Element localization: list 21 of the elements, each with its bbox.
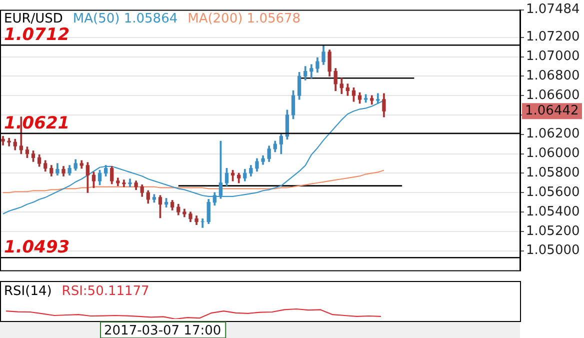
- y-tick-label: 1.06600: [526, 88, 580, 103]
- y-tick-label: 1.06200: [526, 126, 580, 142]
- y-tick-label: 1.07000: [526, 49, 580, 64]
- ref-line-label: 1.0493: [4, 238, 70, 258]
- chart-title: EUR/USD: [4, 12, 63, 27]
- y-tick-label: 1.05000: [526, 243, 580, 258]
- text: MA(50) 1.05864: [72, 12, 178, 27]
- y-tick-label: 1.05600: [526, 184, 580, 200]
- y-tick-label: 1.07200: [526, 30, 580, 45]
- text: 2017-03-07 17:00: [104, 323, 222, 338]
- y-tick-label: 1.05800: [526, 166, 580, 181]
- series-label: RSI:50.11177: [62, 284, 150, 299]
- text: MA(200) 1.05678: [188, 12, 301, 27]
- y-tick-label: 1.06800: [526, 68, 580, 84]
- y-tick-label: 1.06000: [526, 146, 580, 162]
- chart-title: RSI(14): [4, 284, 52, 299]
- y-tick-label: 1.05200: [526, 224, 580, 239]
- y-tick-label: 1.07484: [526, 2, 580, 18]
- y-tick-label: 1.05400: [526, 204, 580, 220]
- ref-line-label: 1.0712: [4, 25, 70, 46]
- text: 1.06442: [525, 103, 579, 118]
